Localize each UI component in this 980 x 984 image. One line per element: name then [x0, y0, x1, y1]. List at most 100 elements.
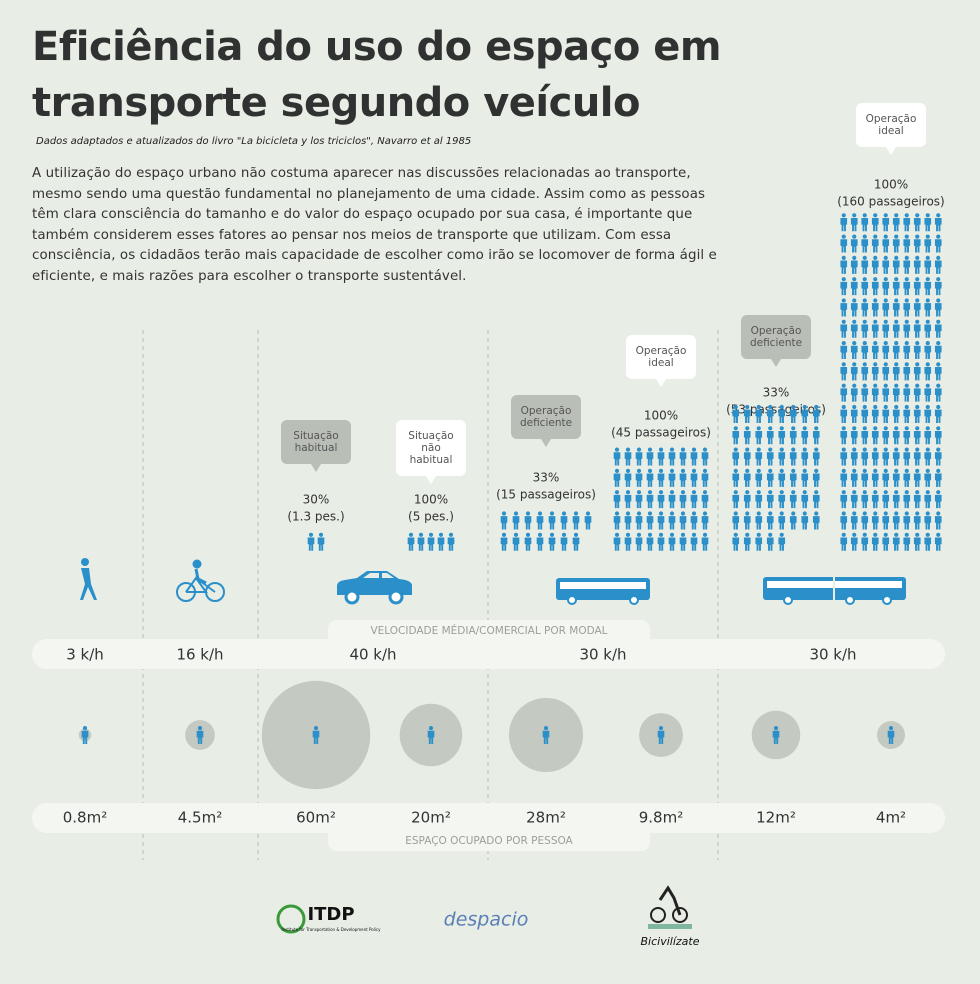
- person-body: [882, 537, 890, 551]
- person-head: [873, 468, 878, 473]
- person-head: [438, 532, 444, 537]
- person-head: [904, 468, 909, 473]
- person-head: [680, 532, 686, 537]
- person-body: [934, 430, 942, 445]
- person-head: [862, 298, 867, 303]
- person-body: [934, 281, 942, 296]
- person-head: [894, 277, 899, 282]
- person-head: [894, 255, 899, 260]
- person-body: [892, 473, 900, 487]
- person-head: [658, 511, 664, 516]
- person-head: [904, 234, 909, 239]
- person-head: [625, 532, 631, 537]
- person-head: [888, 726, 894, 731]
- person-body: [861, 281, 869, 296]
- person-body: [755, 409, 763, 423]
- person-body: [924, 430, 932, 445]
- person-head: [873, 213, 878, 218]
- area-label: 4.5m²: [178, 809, 222, 827]
- person-head: [733, 404, 738, 410]
- person-head: [925, 383, 930, 388]
- person-body: [690, 537, 698, 551]
- person-head: [768, 511, 773, 516]
- person-head: [915, 404, 920, 410]
- person-body: [732, 516, 740, 530]
- situation-bubble: [281, 420, 351, 464]
- person-head: [883, 277, 888, 282]
- person-head: [841, 234, 846, 239]
- person-body: [657, 452, 665, 466]
- person-head: [883, 234, 888, 239]
- person-head: [791, 404, 796, 410]
- person-head: [862, 447, 867, 452]
- person-body: [701, 494, 709, 509]
- person-body: [307, 537, 315, 551]
- person-body: [840, 388, 848, 402]
- person-head: [915, 511, 920, 516]
- person-body: [871, 430, 879, 445]
- person-head: [852, 511, 857, 516]
- person-body: [766, 473, 774, 487]
- person-body: [892, 537, 900, 551]
- person-head: [915, 234, 920, 239]
- person-head: [862, 383, 867, 388]
- person-body: [861, 303, 869, 317]
- person-head: [768, 447, 773, 452]
- person-body: [871, 409, 879, 423]
- person-body: [903, 494, 911, 509]
- person-head: [883, 426, 888, 431]
- bici-logo: Bicivilízate: [641, 935, 700, 948]
- situation-label: ideal: [878, 125, 903, 137]
- person-body: [882, 324, 890, 338]
- person-head: [814, 447, 819, 452]
- person-head: [745, 404, 750, 410]
- title: Eficiência do uso do espaço em: [32, 24, 722, 70]
- person-body: [871, 452, 879, 466]
- person-body: [81, 730, 89, 745]
- person-head: [647, 511, 653, 516]
- person-head: [625, 447, 631, 452]
- person-head: [614, 490, 620, 495]
- person-head: [894, 234, 899, 239]
- person-body: [934, 367, 942, 381]
- person-body: [766, 494, 774, 509]
- person-head: [779, 447, 784, 452]
- person-head: [614, 468, 620, 473]
- bubble-pointer: [541, 439, 551, 447]
- situation-bubble: [741, 315, 811, 359]
- passengers: (1.3 pes.): [287, 510, 344, 524]
- person-body: [850, 260, 858, 274]
- person-icon: [887, 726, 895, 745]
- person-body: [934, 516, 942, 530]
- person-body: [668, 473, 676, 487]
- person-head: [925, 490, 930, 495]
- person-body: [613, 452, 621, 466]
- person-head: [873, 426, 878, 431]
- person-head: [513, 532, 519, 537]
- person-head: [894, 511, 899, 516]
- person-body: [701, 516, 709, 530]
- person-body: [913, 388, 921, 402]
- person-head: [852, 532, 857, 537]
- person-head: [904, 426, 909, 431]
- person-body: [789, 430, 797, 445]
- person-body: [840, 303, 848, 317]
- person-head: [862, 511, 867, 516]
- person-head: [537, 511, 543, 516]
- person-body: [624, 537, 632, 551]
- bubble-pointer: [311, 464, 321, 472]
- person-head: [756, 468, 761, 473]
- person-body: [850, 239, 858, 253]
- person-body: [934, 537, 942, 551]
- person-head: [925, 213, 930, 218]
- person-body: [850, 537, 858, 551]
- person-body: [789, 516, 797, 530]
- person-head: [585, 511, 591, 516]
- person-body: [850, 516, 858, 530]
- title: transporte segundo veículo: [32, 80, 641, 126]
- person-body: [613, 473, 621, 487]
- person-body: [861, 473, 869, 487]
- person-head: [647, 490, 653, 495]
- area-title: ESPAÇO OCUPADO POR PESSOA: [405, 835, 573, 847]
